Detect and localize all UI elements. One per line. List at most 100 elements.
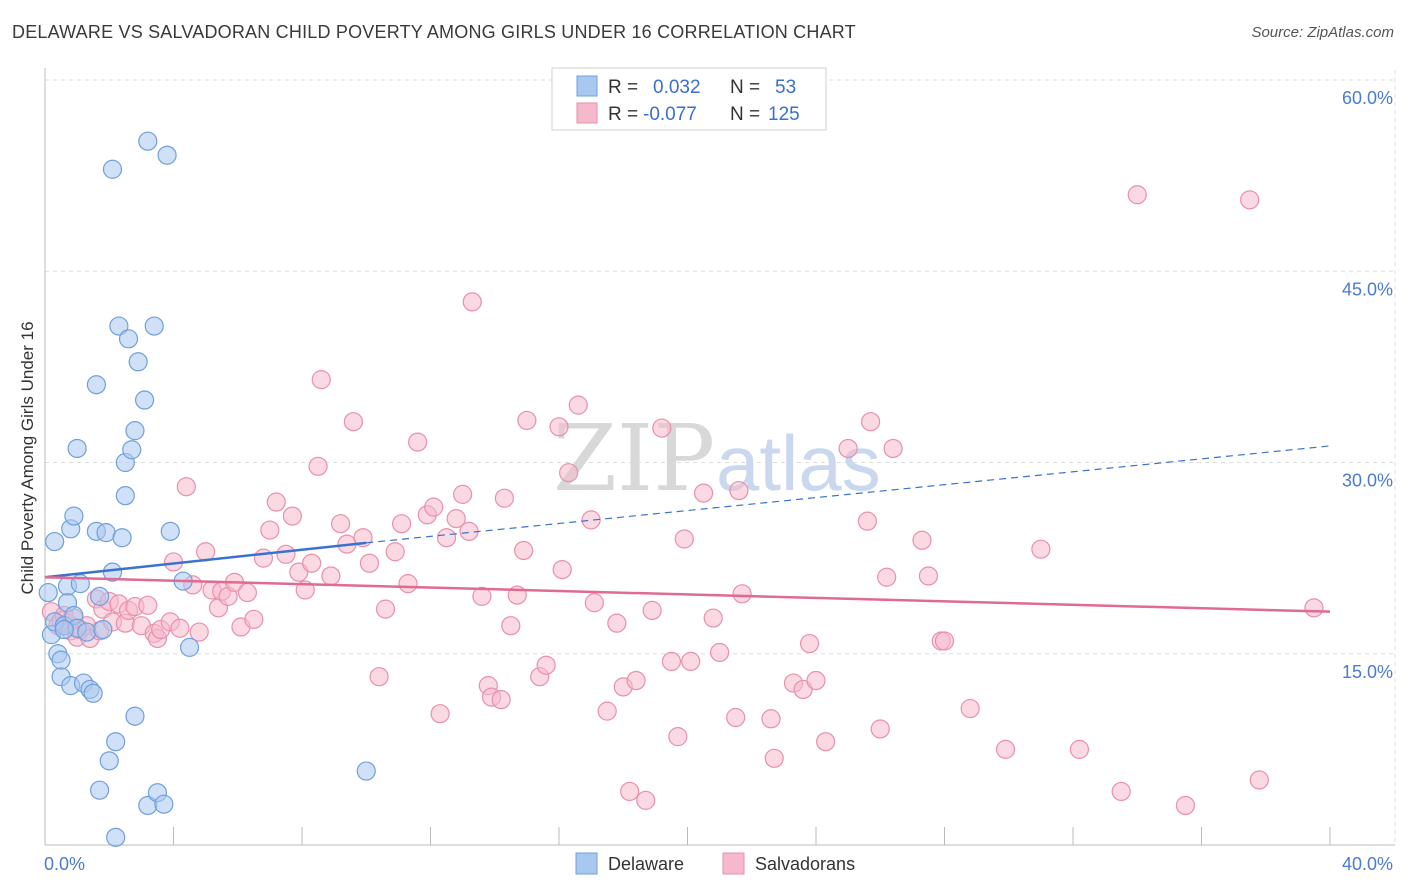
- salvadorans-point-65: [436, 528, 457, 548]
- bottom-legend-label-delaware: Delaware: [608, 854, 684, 874]
- salvadorans-trend-line: [44, 576, 1331, 613]
- trend-lines: [44, 445, 1331, 613]
- salvadorans-point-99: [693, 483, 714, 503]
- delaware-point-42: [138, 131, 158, 151]
- salvadorans-point-49: [311, 370, 331, 390]
- salvadorans-point-114: [861, 412, 881, 432]
- salvadorans-point-63: [424, 497, 444, 517]
- salvadorans-point-101: [710, 642, 730, 663]
- delaware-point-48: [160, 521, 180, 541]
- salvadorans-point-91: [626, 670, 646, 691]
- chart-title: DELAWARE VS SALVADORAN CHILD POVERTY AMO…: [12, 22, 856, 42]
- salvadorans-point-96: [668, 727, 688, 747]
- salvadorans-point-110: [806, 670, 826, 691]
- salvadorans-point-56: [369, 667, 389, 687]
- legend-r-label-1: R =: [608, 77, 638, 98]
- delaware-point-39: [125, 706, 145, 726]
- delaware-point-44: [144, 316, 164, 336]
- salvadorans-point-87: [597, 701, 617, 721]
- watermark: ZIP atlas: [553, 405, 881, 512]
- salvadorans-point-103: [732, 584, 752, 604]
- delaware-trend-line: [44, 541, 367, 579]
- salvadorans-point-95: [661, 651, 682, 672]
- delaware-point-47: [157, 145, 177, 165]
- salvadorans-point-118: [912, 530, 932, 550]
- legend-r-label-2: R =: [608, 104, 638, 125]
- delaware-point-37: [122, 440, 142, 460]
- salvadorans-point-109: [799, 633, 820, 654]
- salvadorans-point-69: [462, 292, 482, 312]
- salvadorans-point-98: [681, 651, 701, 672]
- bottom-legend-label-salvadorans: Salvadorans: [755, 854, 855, 874]
- salvadorans-point-66: [446, 508, 466, 529]
- salvadorans-point-90: [620, 781, 640, 802]
- delaware-point-33: [112, 528, 132, 548]
- salvadorans-point-31: [196, 542, 216, 562]
- salvadorans-point-111: [816, 732, 836, 752]
- salvadorans-point-73: [491, 690, 511, 710]
- delaware-point-13: [64, 506, 84, 526]
- delaware-points: [38, 131, 376, 847]
- delaware-point-50: [179, 637, 200, 657]
- salvadorans-point-93: [642, 600, 662, 621]
- source-label: Source: ZipAtlas.com: [1251, 24, 1394, 41]
- salvadorans-point-106: [761, 709, 781, 729]
- delaware-point-4: [45, 531, 65, 552]
- salvadorans-point-112: [838, 438, 858, 459]
- delaware-point-24: [90, 780, 110, 800]
- salvadorans-point-124: [1031, 539, 1051, 559]
- legend-n-value-2: 125: [768, 104, 800, 125]
- delaware-point-38: [125, 421, 145, 441]
- salvadorans-point-82: [552, 559, 572, 580]
- salvadorans-point-123: [995, 739, 1016, 759]
- delaware-point-32: [109, 316, 129, 336]
- bottom-legend-swatch-delaware: [575, 852, 598, 875]
- salvadorans-point-86: [584, 593, 604, 613]
- salvadorans-point-70: [472, 586, 492, 606]
- delaware-point-34: [115, 486, 135, 506]
- salvadorans-point-94: [652, 418, 672, 438]
- delaware-point-26: [96, 523, 116, 543]
- salvadorans-point-88: [607, 613, 627, 633]
- salvadorans-point-115: [870, 719, 890, 739]
- salvadorans-point-78: [517, 410, 537, 431]
- salvadorans-point-67: [453, 484, 473, 504]
- legend-n-label-2: N =: [730, 104, 760, 125]
- y-axis-title: Child Poverty Among Girls Under 16: [18, 321, 37, 594]
- salvadorans-point-105: [764, 748, 784, 768]
- delaware-point-28: [102, 159, 123, 179]
- salvadorans-point-100: [703, 608, 723, 628]
- delaware-trend-extension: [366, 445, 1331, 544]
- legend-swatch-salvadorans: [576, 102, 598, 124]
- salvadorans-point-113: [857, 511, 878, 531]
- delaware-point-31: [106, 732, 126, 752]
- salvadorans-point-77: [514, 540, 534, 561]
- salvadorans-point-38: [237, 582, 257, 603]
- bottom-legend-swatch-salvadorans: [722, 852, 745, 875]
- salvadorans-point-83: [559, 463, 579, 483]
- delaware-point-23: [90, 586, 110, 606]
- salvadorans-point-59: [391, 514, 412, 534]
- y-tick-label-3: 60.0%: [1342, 88, 1393, 108]
- salvadorans-point-47: [302, 553, 322, 573]
- salvadorans-point-129: [1240, 190, 1260, 210]
- salvadorans-point-60: [398, 574, 418, 594]
- delaware-point-0: [38, 582, 58, 603]
- salvadorans-point-55: [359, 553, 380, 573]
- salvadorans-point-51: [330, 514, 351, 534]
- x-tick-label-1: 40.0%: [1342, 854, 1393, 874]
- legend-n-value-1: 53: [775, 77, 796, 98]
- salvadorans-point-74: [494, 488, 514, 508]
- x-tick-labels: 0.0% 40.0%: [44, 854, 1393, 874]
- salvadorans-point-48: [308, 456, 328, 476]
- delaware-point-41: [134, 390, 155, 410]
- delaware-point-6: [51, 650, 71, 670]
- salvadorans-point-130: [1249, 770, 1269, 790]
- salvadorans-point-128: [1175, 795, 1196, 816]
- salvadorans-point-119: [918, 566, 939, 586]
- salvadorans-point-53: [343, 412, 363, 432]
- salvadorans-point-122: [960, 698, 980, 719]
- salvadorans-point-39: [244, 609, 264, 629]
- salvadorans-point-27: [170, 618, 190, 638]
